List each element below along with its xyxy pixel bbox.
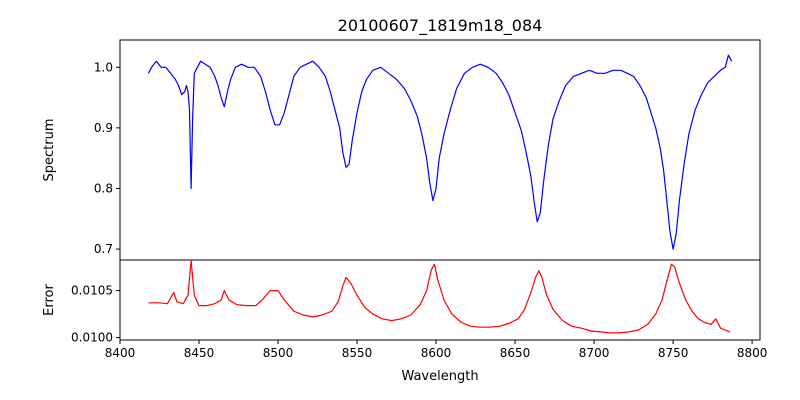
chart-title: 20100607_1819m18_084 [338, 16, 543, 36]
x-tick-label: 8700 [579, 346, 610, 360]
x-tick-label: 8400 [105, 346, 136, 360]
x-tick-label: 8450 [184, 346, 215, 360]
y-axis-label: Spectrum [42, 119, 57, 182]
y-tick-label: 0.0105 [71, 284, 113, 298]
x-tick-label: 8550 [342, 346, 373, 360]
panel-frame [119, 259, 761, 341]
error-panel: 0.0100 0.0105 Error [42, 259, 761, 345]
x-tick-label: 8600 [421, 346, 452, 360]
panel-frame [119, 39, 761, 261]
y-tick-label: 0.0100 [71, 331, 113, 345]
x-tick-label: 8800 [737, 346, 768, 360]
y-tick-label: 1.0 [94, 60, 113, 74]
x-axis-label: Wavelength [401, 369, 478, 384]
error-line [148, 259, 731, 334]
x-tick-label: 8650 [500, 346, 531, 360]
x-axis: Wavelength 8400 8450 8500 8550 8600 8650 8700 8… [105, 340, 768, 384]
y-tick-label: 0.7 [94, 242, 113, 256]
x-tick-label: 8500 [263, 346, 294, 360]
y-tick-label: 0.8 [94, 181, 113, 195]
y-axis-label: Error [42, 284, 57, 316]
spectrum-panel: 0.7 0.8 0.9 1.0 Spectrum [42, 39, 761, 261]
x-tick-label: 8750 [658, 346, 689, 360]
spectrum-line [147, 54, 733, 250]
y-tick-label: 0.9 [94, 121, 113, 135]
